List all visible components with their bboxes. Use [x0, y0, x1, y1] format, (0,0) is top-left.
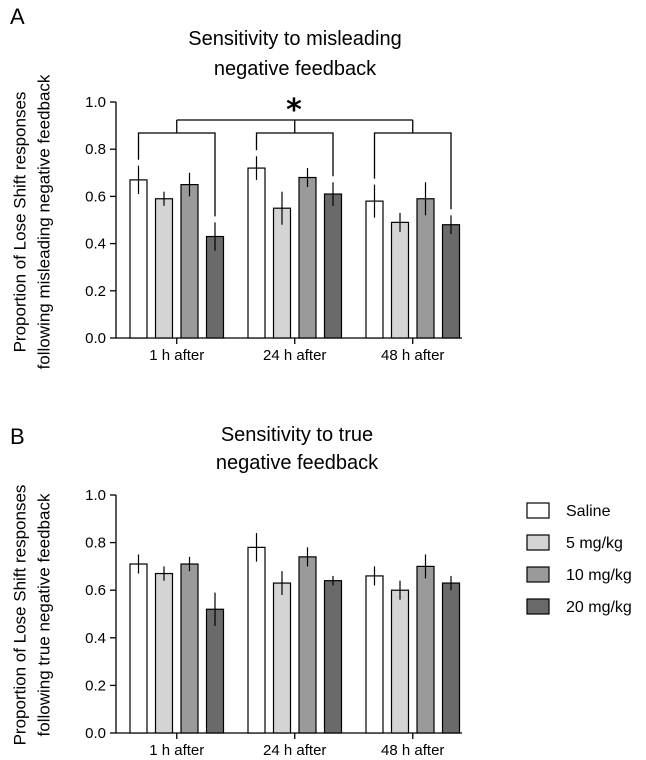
legend-swatch: [526, 534, 550, 551]
x-tick-label: 24 h after: [263, 347, 326, 364]
bar-saline: [365, 200, 384, 339]
bar-10-mg-kg: [180, 563, 199, 734]
significance-star: *: [286, 93, 302, 128]
bar-saline: [129, 179, 148, 339]
bar-saline: [247, 546, 266, 734]
bar-20-mg-kg: [441, 582, 461, 734]
y-tick-label: 0.8: [85, 141, 106, 158]
y-tick-label: 0.6: [85, 188, 106, 205]
bar-saline: [247, 167, 266, 339]
y-axis-label-line: following misleading negative feedback: [34, 74, 53, 369]
bar-5-mg-kg: [272, 207, 292, 339]
chart-panel-a: A Sensitivity to misleading negative feedb…: [10, 4, 462, 369]
bar-5-mg-kg: [154, 198, 174, 339]
y-tick-label: 0.0: [85, 725, 106, 742]
chart-title-line: Sensitivity to true: [221, 424, 373, 446]
bar-20-mg-kg: [441, 224, 461, 339]
chart-title-line: Sensitivity to misleading: [188, 28, 401, 50]
bar-20-mg-kg: [323, 580, 343, 734]
legend-label: 10 mg/kg: [566, 567, 632, 584]
legend-label: 20 mg/kg: [566, 599, 632, 616]
chart-title-line: negative feedback: [216, 452, 379, 474]
y-axis-label-line: Proportion of Lose Shift responses: [10, 92, 29, 353]
y-tick-label: 0.4: [85, 630, 106, 647]
legend: Saline 5 mg/kg 10 mg/kg 20 mg/kg: [526, 502, 632, 616]
legend-swatch: [526, 566, 550, 583]
y-axis-label-line: Proportion of Lose Shift responses: [10, 485, 29, 746]
y-tick-label: 1.0: [85, 487, 106, 504]
bar-10-mg-kg: [298, 556, 317, 734]
panel-label: A: [10, 4, 25, 29]
bar-10-mg-kg: [298, 176, 317, 339]
bar-saline: [129, 563, 148, 734]
bar-5-mg-kg: [154, 572, 174, 734]
bar-5-mg-kg: [390, 221, 410, 339]
y-tick-label: 0.0: [85, 330, 106, 347]
bar-20-mg-kg: [205, 608, 225, 734]
bar-saline: [365, 575, 384, 734]
y-axis-label-line: following true negative feedback: [34, 493, 53, 736]
significance-brackets: [137, 119, 452, 217]
legend-swatch: [526, 502, 550, 519]
bar-10-mg-kg: [180, 184, 199, 339]
chart-panel-b: B Sensitivity to true negative feedback Pro…: [10, 424, 462, 759]
legend-label: 5 mg/kg: [566, 535, 623, 552]
panel-label: B: [10, 424, 25, 449]
group-bracket: [255, 132, 334, 177]
x-tick-label: 1 h after: [149, 347, 204, 364]
group-bracket: [137, 132, 216, 217]
chart-title-line: negative feedback: [214, 58, 377, 80]
bar-20-mg-kg: [323, 193, 343, 339]
bar-10-mg-kg: [416, 565, 435, 734]
x-tick-label: 48 h after: [381, 347, 444, 364]
x-tick-label: 48 h after: [381, 742, 444, 759]
bar-20-mg-kg: [205, 235, 225, 339]
y-tick-label: 0.8: [85, 535, 106, 552]
x-tick-label: 1 h after: [149, 742, 204, 759]
y-tick-label: 1.0: [85, 94, 106, 111]
bar-10-mg-kg: [416, 198, 435, 339]
y-tick-label: 0.2: [85, 283, 106, 300]
legend-label: Saline: [566, 503, 611, 520]
y-tick-label: 0.4: [85, 236, 106, 253]
legend-swatch: [526, 598, 550, 615]
bar-5-mg-kg: [390, 589, 410, 734]
x-tick-label: 24 h after: [263, 742, 326, 759]
group-bracket: [373, 132, 452, 210]
bar-5-mg-kg: [272, 582, 292, 734]
y-tick-label: 0.6: [85, 582, 106, 599]
y-tick-label: 0.2: [85, 677, 106, 694]
